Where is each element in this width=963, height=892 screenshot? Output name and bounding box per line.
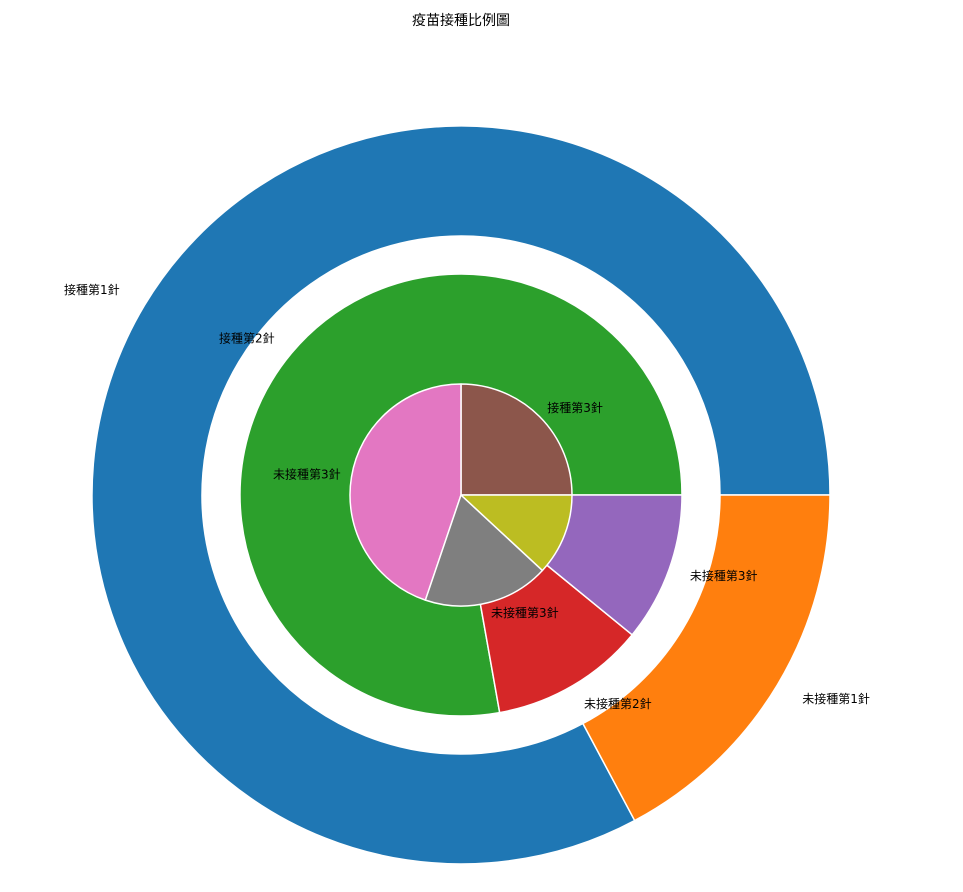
ring-3-slice-3: [424, 494, 544, 607]
ring-3-slice-2-label: 未接種第3針: [273, 467, 341, 482]
ring-1-slice-1-label: 接種第1針: [64, 282, 120, 297]
ring-3-slice-1-label: 接種第3針: [547, 400, 603, 415]
ring-2-slice-1: [239, 273, 683, 717]
pie-rings: [91, 125, 831, 865]
ring-2-slice-1-label: 接種第2針: [219, 330, 275, 345]
ring-3-slice-2: [349, 383, 462, 601]
slice-labels: 接種第1針未接種第1針接種第2針未接種第2針未接種第3針接種第3針未接種第3針未…: [64, 282, 870, 711]
ring-3-slice-1: [460, 383, 573, 496]
ring-1-slice-2: [582, 494, 831, 822]
ring-2-slice-2-label: 未接種第2針: [584, 696, 652, 711]
ring-1-slice-1: [91, 125, 831, 865]
ring-3-slice-4: [460, 494, 573, 572]
ring-2-slice-3-label: 未接種第3針: [690, 568, 758, 583]
ring-1-slice-2-label: 未接種第1針: [802, 691, 870, 706]
chart-title: 疫苗接種比例圖: [412, 12, 510, 29]
ring-3-slice-3-label: 未接種第3針: [491, 605, 559, 620]
